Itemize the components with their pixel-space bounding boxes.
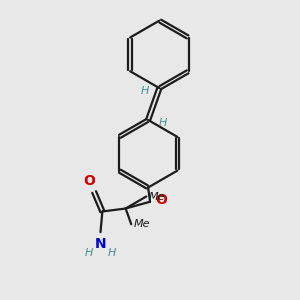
Text: O: O [83,174,95,188]
Text: N: N [95,237,106,250]
Text: H: H [159,118,167,128]
Text: Me: Me [149,191,165,202]
Text: H: H [108,248,116,258]
Text: Me: Me [134,219,150,229]
Text: H: H [85,248,93,258]
Text: O: O [155,193,167,207]
Text: H: H [140,86,149,96]
